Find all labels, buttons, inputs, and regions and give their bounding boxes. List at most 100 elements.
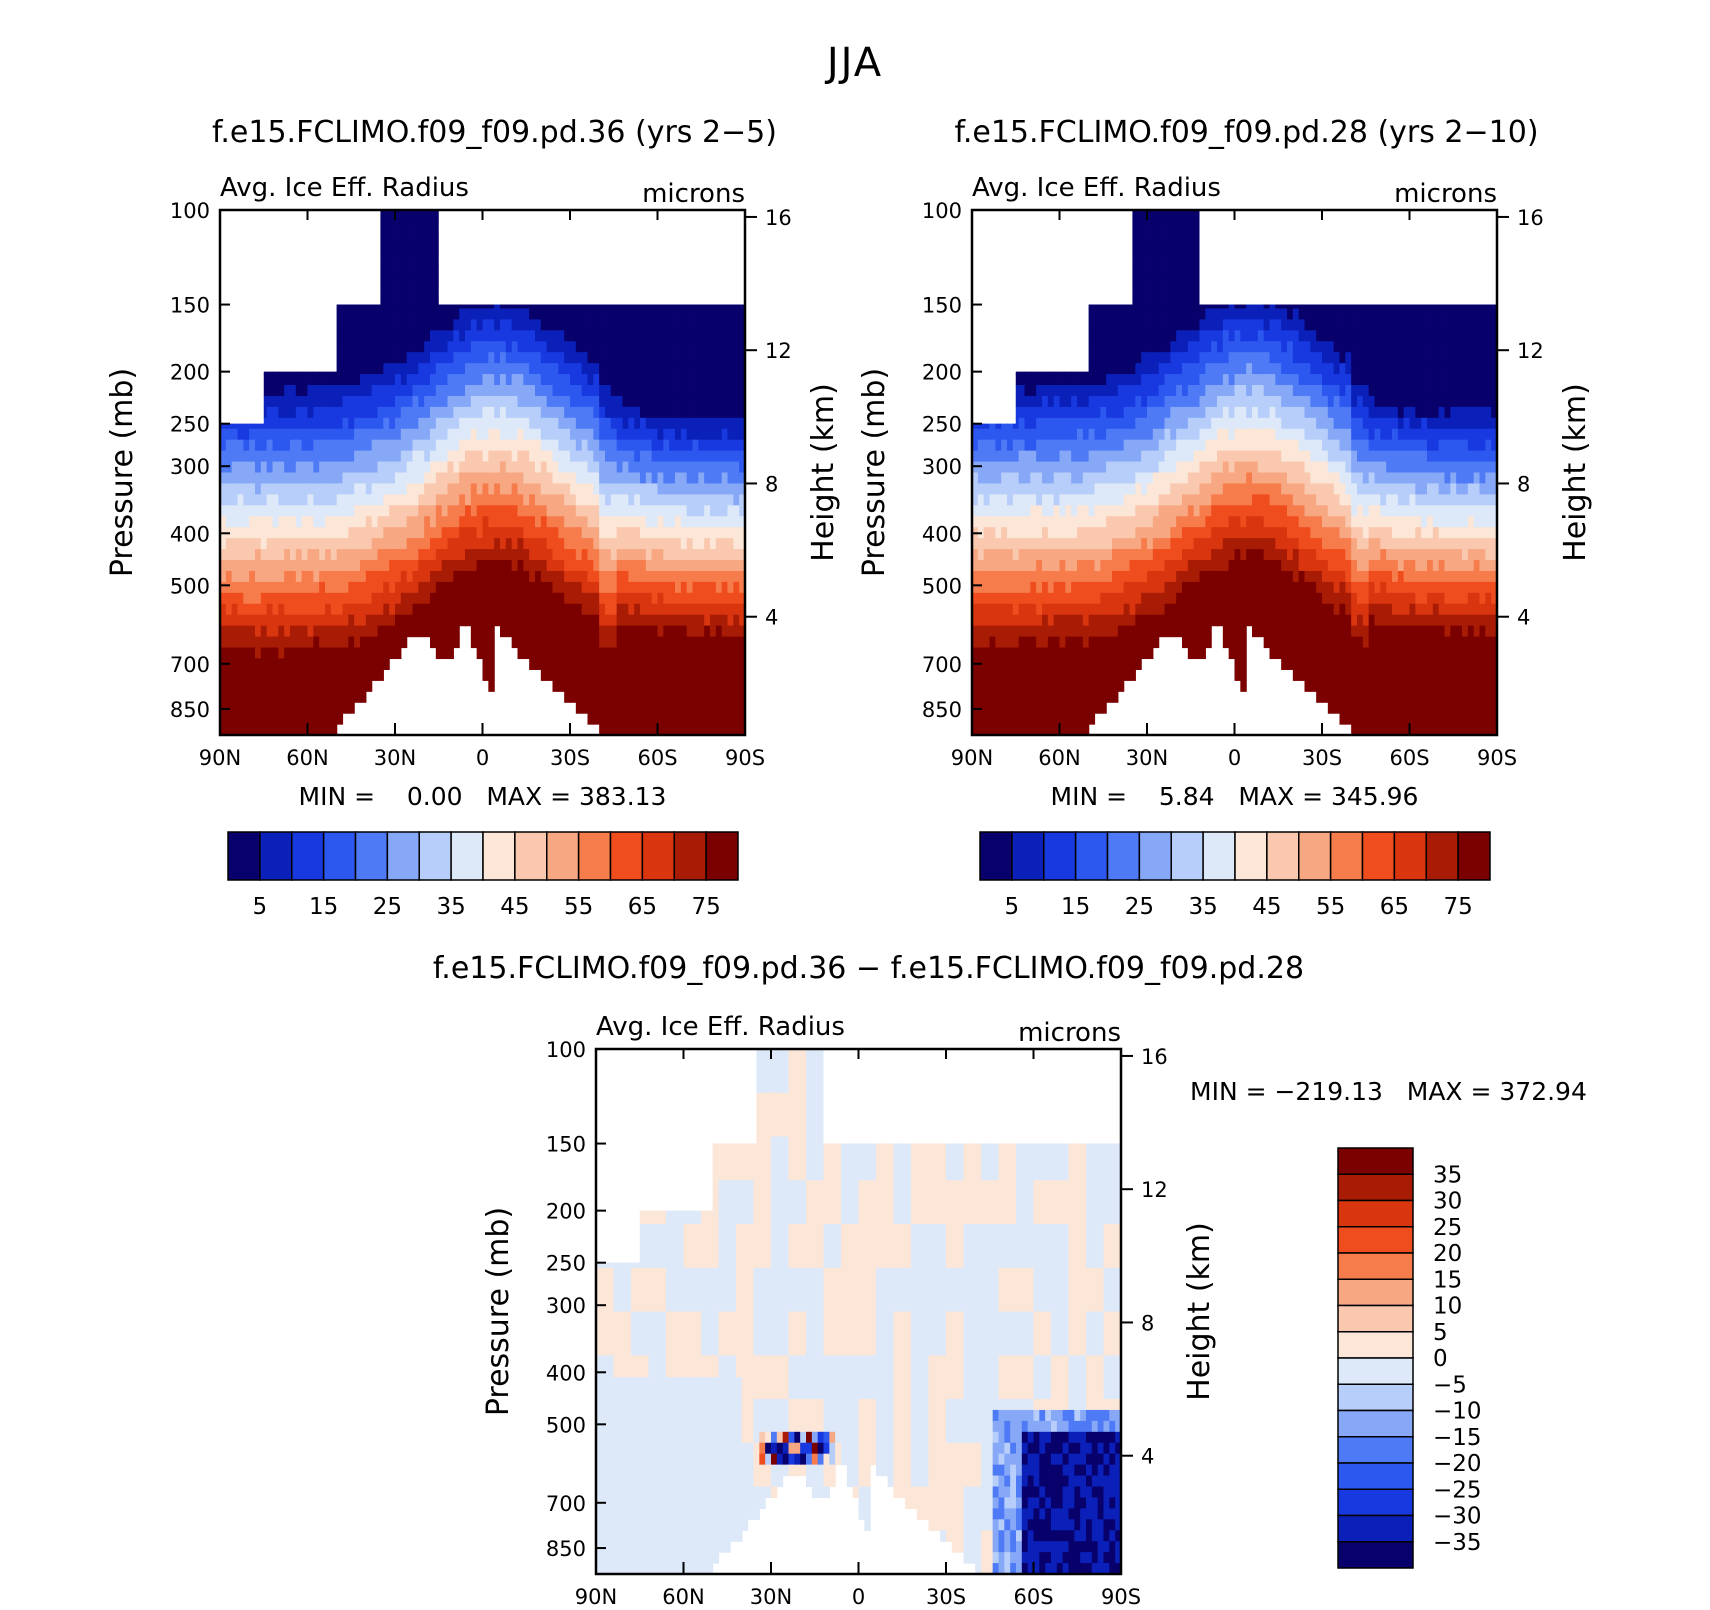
field-cell bbox=[1036, 516, 1043, 528]
field-cell bbox=[424, 614, 431, 627]
field-cell bbox=[704, 406, 711, 419]
field-cell bbox=[715, 363, 723, 375]
field-cell bbox=[721, 220, 729, 233]
field-cell bbox=[453, 560, 460, 572]
field-cell bbox=[290, 658, 297, 670]
field-cell bbox=[1047, 494, 1055, 506]
field-cell bbox=[1053, 614, 1061, 627]
field-cell bbox=[727, 210, 734, 222]
field-cell bbox=[255, 570, 262, 583]
field-cell bbox=[989, 538, 996, 550]
field-cell bbox=[704, 461, 711, 474]
field-cell bbox=[552, 560, 559, 572]
field-cell bbox=[424, 428, 431, 441]
field-cell bbox=[494, 264, 501, 277]
field-cell bbox=[360, 264, 367, 277]
field-cell bbox=[225, 702, 233, 714]
field-cell bbox=[616, 363, 624, 375]
field-cell bbox=[692, 483, 699, 495]
field-cell bbox=[564, 450, 571, 463]
field-cell bbox=[447, 341, 454, 353]
field-cell bbox=[266, 286, 274, 299]
field-cell bbox=[610, 570, 618, 583]
field-cell bbox=[1042, 713, 1049, 725]
field-cell bbox=[307, 406, 314, 419]
field-cell bbox=[249, 527, 256, 539]
field-cell bbox=[400, 549, 408, 561]
field-cell bbox=[325, 472, 332, 485]
field-cell bbox=[710, 428, 717, 441]
field-cell bbox=[249, 472, 256, 485]
field-cell bbox=[330, 374, 338, 386]
field-cell bbox=[377, 275, 384, 288]
field-cell bbox=[663, 636, 670, 649]
field-cell bbox=[260, 395, 268, 408]
field-cell bbox=[1007, 439, 1014, 452]
field-cell bbox=[430, 220, 437, 233]
field-cell bbox=[383, 527, 390, 539]
field-cell bbox=[360, 560, 367, 572]
field-cell bbox=[739, 461, 745, 474]
field-cell bbox=[447, 220, 454, 233]
y-tick-label: 500 bbox=[170, 574, 210, 598]
field-cell bbox=[1042, 603, 1049, 616]
field-cell bbox=[622, 724, 629, 735]
field-cell bbox=[605, 625, 612, 638]
field-cell bbox=[517, 374, 524, 386]
field-cell bbox=[715, 636, 723, 649]
field-cell bbox=[540, 658, 548, 670]
field-cell bbox=[1001, 253, 1008, 266]
field-cell bbox=[307, 286, 314, 299]
field-cell bbox=[243, 253, 250, 266]
field-cell bbox=[1012, 570, 1020, 583]
field-cell bbox=[692, 352, 699, 364]
y-tick-label: 300 bbox=[170, 455, 210, 479]
field-cell bbox=[721, 297, 729, 310]
field-cell bbox=[645, 592, 653, 605]
field-cell bbox=[511, 417, 519, 430]
field-cell bbox=[570, 570, 577, 583]
field-cell bbox=[1065, 374, 1072, 386]
field-cell bbox=[593, 264, 600, 277]
field-cell bbox=[441, 264, 449, 277]
field-cell bbox=[220, 483, 227, 495]
field-cell bbox=[575, 385, 583, 397]
field-cell bbox=[278, 341, 285, 353]
field-cell bbox=[552, 417, 559, 430]
field-cell bbox=[255, 560, 262, 572]
field-cell bbox=[535, 352, 542, 364]
field-cell bbox=[511, 472, 519, 485]
field-cell bbox=[529, 658, 536, 670]
field-cell bbox=[733, 264, 740, 277]
field-cell bbox=[704, 439, 711, 452]
field-cell bbox=[733, 341, 740, 353]
field-cell bbox=[587, 297, 594, 310]
field-cell bbox=[453, 505, 460, 517]
field-cell bbox=[692, 395, 699, 408]
field-cell bbox=[430, 363, 437, 375]
field-cell bbox=[1012, 242, 1020, 255]
field-cell bbox=[476, 374, 484, 386]
field-cell bbox=[651, 691, 659, 703]
field-cell bbox=[628, 242, 635, 255]
field-cell bbox=[325, 352, 332, 364]
field-cell bbox=[255, 231, 262, 244]
field-cell bbox=[511, 308, 519, 320]
field-cell bbox=[295, 472, 303, 485]
field-cell bbox=[231, 658, 239, 670]
field-cell bbox=[348, 385, 355, 397]
field-cell bbox=[1024, 242, 1031, 255]
field-cell bbox=[710, 592, 717, 605]
field-cell bbox=[459, 505, 466, 517]
field-cell bbox=[686, 308, 694, 320]
field-cell bbox=[977, 669, 985, 681]
field-cell bbox=[593, 625, 600, 638]
field-cell bbox=[290, 691, 297, 703]
field-cell bbox=[255, 505, 262, 517]
field-cell bbox=[645, 417, 653, 430]
field-cell bbox=[610, 702, 618, 714]
field-cell bbox=[412, 527, 419, 539]
field-cell bbox=[500, 483, 507, 495]
field-cell bbox=[1036, 395, 1043, 408]
field-cell bbox=[622, 406, 629, 419]
